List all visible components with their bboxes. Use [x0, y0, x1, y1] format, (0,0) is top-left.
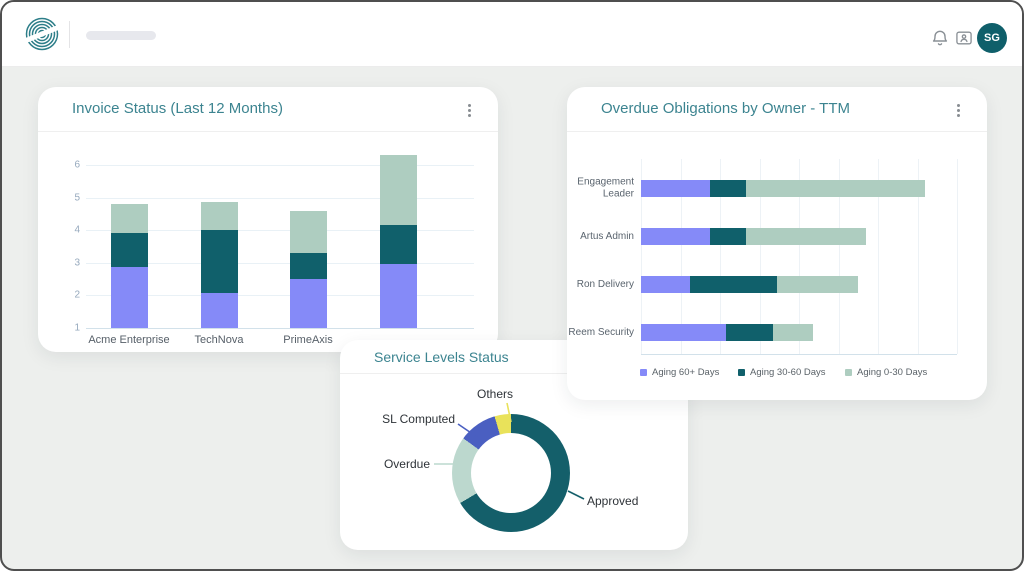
service-levels-card-header: Service Levels Status: [340, 340, 688, 374]
bar-segment: [110, 233, 148, 268]
gridline: [878, 159, 879, 354]
contact-screen-icon[interactable]: [954, 28, 974, 48]
bar-segment: [641, 180, 711, 197]
kebab-menu-icon[interactable]: [951, 101, 965, 119]
avatar[interactable]: SG: [977, 23, 1007, 53]
bar-segment: [200, 230, 238, 294]
y-category-label: Ron Delivery: [576, 278, 634, 290]
legend-swatch: [640, 369, 647, 376]
legend-item: Aging 30-60 Days: [738, 367, 826, 378]
service-levels-card: Service Levels Status Approved Overdue SL …: [340, 340, 688, 550]
y-category-label: Engagement Leader: [577, 176, 634, 200]
bar-segment: [773, 324, 813, 341]
bar-segment: [745, 228, 867, 245]
bar-segment: [710, 180, 746, 197]
donut-hole: [471, 433, 551, 513]
bar-segment: [110, 204, 148, 234]
overdue-obligations-card: Overdue Obligations by Owner - TTM Engag…: [567, 87, 987, 400]
x-category-label: Acme Enterprise: [88, 334, 170, 346]
bar-segment: [110, 267, 148, 328]
gridline: [86, 230, 474, 231]
bar-segment: [200, 202, 238, 230]
bar-segment: [289, 252, 327, 279]
bar-segment: [641, 276, 691, 293]
gridline: [641, 159, 642, 354]
invoice-status-card-header: Invoice Status (Last 12 Months): [38, 87, 498, 132]
kebab-menu-icon[interactable]: [462, 101, 476, 119]
brand-swirl-logo: [22, 17, 62, 51]
y-tick-label: 1: [74, 322, 80, 333]
legend-label: Aging 30-60 Days: [750, 367, 826, 378]
bar-segment: [641, 324, 726, 341]
bar-segment: [379, 225, 417, 265]
bar-segment: [777, 276, 859, 293]
legend-label: Aging 0-30 Days: [857, 367, 928, 378]
axis-line: [641, 354, 957, 355]
y-tick-label: 6: [74, 159, 80, 171]
gridline: [799, 159, 800, 354]
overdue-obligations-card-header: Overdue Obligations by Owner - TTM: [567, 87, 987, 132]
bar-segment: [641, 228, 711, 245]
gridline: [86, 197, 474, 199]
gridline: [759, 159, 761, 354]
breadcrumb-skeleton: [86, 31, 156, 40]
bar-segment: [725, 324, 774, 341]
legend-swatch: [845, 369, 852, 376]
invoice-status-title: Invoice Status (Last 12 Months): [72, 100, 283, 117]
legend-item: Aging 0-30 Days: [845, 367, 927, 378]
topbar: SG: [2, 2, 1022, 67]
gridline: [86, 262, 474, 264]
y-tick-label: 2: [74, 289, 80, 301]
donut-slice-label: Overdue: [383, 457, 430, 471]
x-category-label: PrimeAxis: [283, 334, 333, 346]
gridline: [86, 165, 474, 166]
chart-legend: Aging 60+ Days Aging 30-60 Days Aging 0-30…: [567, 367, 987, 381]
bar-segment: [379, 155, 417, 226]
donut-slice-label: SL Computed: [382, 412, 455, 426]
overdue-obligations-title: Overdue Obligations by Owner - TTM: [601, 100, 850, 117]
gridline: [917, 159, 919, 354]
gridline: [838, 159, 840, 354]
legend-label: Aging 60+ Days: [652, 367, 720, 378]
gridline: [720, 159, 721, 354]
topbar-divider: [69, 21, 70, 48]
legend-item: Aging 60+ Days: [640, 367, 719, 378]
donut-ring: [452, 414, 570, 532]
bar-segment: [289, 210, 327, 253]
bar-segment: [710, 228, 746, 245]
y-tick-label: 3: [74, 257, 80, 268]
service-levels-title: Service Levels Status: [374, 349, 509, 365]
y-category-label: Reem Security: [568, 326, 634, 338]
invoice-status-card: Invoice Status (Last 12 Months) 1 2 3 4 5 6 Ac…: [38, 87, 498, 352]
bar-segment: [200, 293, 238, 328]
y-tick-label: 5: [74, 192, 80, 203]
gridline: [680, 159, 682, 354]
legend-swatch: [738, 369, 745, 376]
bar-segment: [745, 180, 926, 197]
x-category-label: TechNova: [194, 334, 244, 346]
gridline: [86, 295, 474, 296]
gridline: [957, 159, 958, 354]
gridline: [86, 327, 474, 329]
bar-segment: [690, 276, 778, 293]
donut-slice-label: Others: [476, 387, 513, 401]
bar-segment: [379, 264, 417, 328]
bar-segment: [289, 278, 327, 328]
y-tick-label: 4: [74, 224, 80, 236]
y-category-label: Artus Admin: [580, 230, 634, 242]
bell-icon[interactable]: [930, 28, 950, 48]
donut-slice-label: Approved: [587, 494, 639, 508]
